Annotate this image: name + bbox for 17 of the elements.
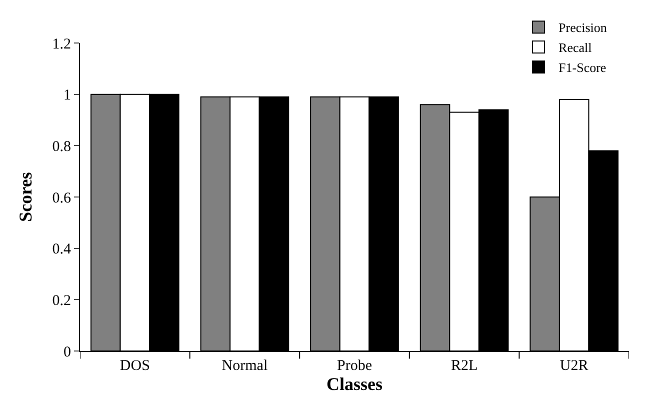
legend-label: F1-Score <box>558 60 606 76</box>
y-tick-label: 0.6 <box>52 190 72 206</box>
y-tick-label: 0.8 <box>52 138 71 155</box>
legend-label: Precision <box>558 20 608 36</box>
legend-label: Recall <box>558 40 592 56</box>
x-tick-label: U2R <box>560 358 588 374</box>
y-axis-title: Scores <box>15 172 36 222</box>
y-tick-label: 1.2 <box>52 36 71 52</box>
x-tick-label: R2L <box>450 358 478 374</box>
x-tick-label: Probe <box>337 358 372 374</box>
x-tick-label: Normal <box>222 358 268 374</box>
y-tick-label: 0.4 <box>52 242 72 258</box>
y-tick-label: 0.2 <box>52 292 71 309</box>
x-axis-title: Classes <box>326 374 383 394</box>
x-tick-label: DOS <box>120 358 150 374</box>
y-tick-label: 1 <box>64 88 71 104</box>
y-tick-label: 0 <box>64 344 71 360</box>
